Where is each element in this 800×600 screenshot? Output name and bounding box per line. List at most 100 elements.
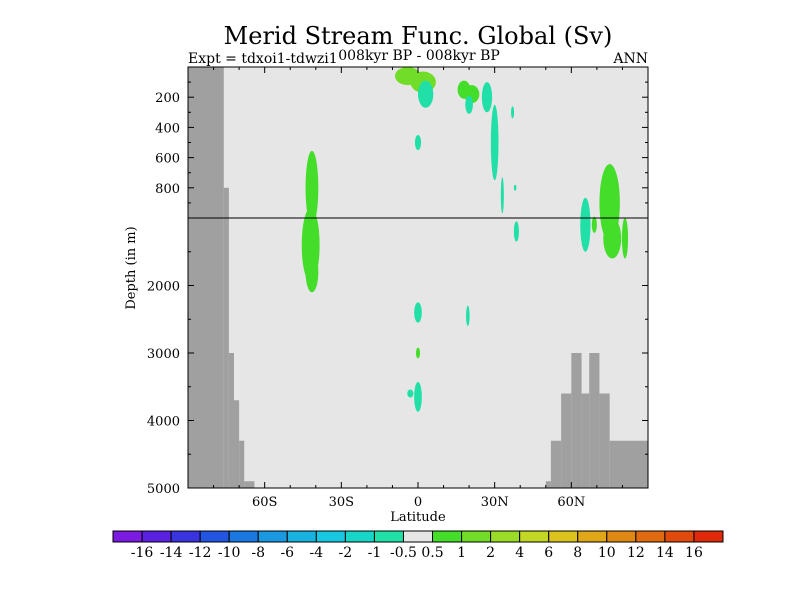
colorbar-swatch [402, 530, 434, 543]
anomaly-patch [395, 67, 421, 86]
anomaly-patch [500, 177, 504, 214]
anomaly-patch [305, 150, 319, 225]
anomaly-patch [466, 305, 470, 326]
anomaly-patch [490, 104, 499, 181]
land-mask [561, 393, 572, 488]
anomaly-patch [407, 389, 414, 398]
colorbar-label: -16 [131, 545, 154, 561]
anomaly-patch [465, 95, 473, 114]
land-mask [223, 187, 229, 489]
anomaly-patch [511, 106, 515, 119]
colorbar-label: -10 [218, 545, 241, 561]
colorbar-swatch [548, 530, 579, 543]
colorbar-label: -6 [280, 545, 294, 561]
y-axis-label: Depth (in m) [124, 226, 139, 309]
anomaly-patch [513, 184, 517, 191]
y-tick-label: 4000 [147, 415, 180, 430]
x-tick-label: 60N [557, 495, 585, 510]
colorbar-swatch [693, 530, 724, 543]
colorbar-swatch [606, 530, 637, 543]
colorbar-swatch [286, 530, 317, 543]
colorbar-swatch [112, 530, 143, 543]
y-tick-label: 400 [155, 121, 180, 136]
experiment-label: Expt = tdxoi1-tdwzi1 [188, 51, 338, 67]
y-tick-label: 3000 [147, 347, 180, 362]
land-mask [228, 353, 234, 488]
land-mask [239, 440, 245, 488]
y-tick-label: 800 [155, 182, 180, 197]
colorbar-label: 10 [598, 545, 616, 561]
colorbar-label: 0.5 [421, 545, 443, 561]
land-mask [599, 393, 610, 488]
anomaly-patch [305, 251, 319, 293]
colorbar-label: -0.5 [390, 545, 417, 561]
colorbar-swatch [141, 530, 172, 543]
colorbar-swatch [461, 530, 492, 543]
land-mask [234, 400, 240, 488]
anomaly-patch [481, 82, 493, 113]
time-range-label: 008kyr BP - 008kyr BP [338, 48, 500, 64]
y-tick-label: 200 [155, 91, 180, 106]
colorbar-label: -14 [160, 545, 183, 561]
colorbar-label: -4 [310, 545, 324, 561]
colorbar-label: -8 [251, 545, 265, 561]
x-tick-label: 30N [481, 495, 509, 510]
colorbar-swatch [257, 530, 288, 543]
colorbar-swatch [373, 530, 404, 543]
y-tick-label: 600 [155, 152, 180, 167]
anomaly-patch [414, 302, 422, 323]
x-axis-label: Latitude [390, 510, 446, 525]
anomaly-patch [418, 80, 434, 108]
colorbar-label: 6 [544, 545, 553, 561]
anomaly-patch [415, 347, 421, 359]
land-mask [188, 67, 224, 488]
land-mask [609, 440, 648, 488]
colorbar-swatch [199, 530, 230, 543]
anomaly-patch [414, 134, 422, 151]
colorbar-label: -2 [339, 545, 353, 561]
colorbar: -16 -14 -12 -10 -8 -6 -4 -2 -1 -0.5 0.5 1 2 4 6 8 10 12 14… [112, 530, 724, 561]
colorbar-label: 14 [656, 545, 674, 561]
x-tick-label: 0 [414, 495, 422, 510]
anomaly-patch [414, 382, 422, 412]
colorbar-label: 2 [486, 545, 495, 561]
colorbar-swatch [344, 530, 375, 543]
season-label: ANN [612, 51, 648, 67]
plot-area [188, 67, 648, 489]
colorbar-swatch [490, 530, 521, 543]
colorbar-label: -1 [368, 545, 382, 561]
anomaly-patch [591, 216, 597, 233]
colorbar-label: 4 [515, 545, 524, 561]
land-mask [589, 353, 600, 488]
colorbar-swatch [635, 530, 666, 543]
chart-title: Merid Stream Func. Global (Sv) [224, 22, 613, 50]
colorbar-label: 8 [573, 545, 582, 561]
land-mask [571, 353, 582, 488]
colorbar-swatch [432, 530, 463, 543]
colorbar-swatch [228, 530, 259, 543]
colorbar-swatch [664, 530, 695, 543]
y-tick-label: 2000 [147, 280, 180, 295]
colorbar-label: 16 [685, 545, 703, 561]
colorbar-swatch [315, 530, 346, 543]
x-tick-label: 30S [329, 495, 354, 510]
land-mask [244, 481, 255, 488]
x-axis: 60S 30S 0 30N 60N [213, 67, 623, 510]
y-axis: 200 400 600 800 2000 3000 4000 5000 [147, 81, 648, 497]
land-mask [581, 393, 590, 488]
colorbar-label: 1 [457, 545, 466, 561]
colorbar-swatch [577, 530, 608, 543]
land-mask [550, 440, 562, 488]
anomaly-patch [513, 221, 519, 242]
x-tick-label: 60S [252, 495, 277, 510]
y-tick-label: 5000 [147, 482, 180, 497]
colorbar-swatch [170, 530, 201, 543]
anomaly-patch [580, 197, 591, 252]
anomaly-patch [603, 218, 622, 259]
colorbar-label: -12 [189, 545, 212, 561]
land-mask [545, 481, 551, 488]
anomaly-patch [621, 218, 629, 259]
colorbar-label: 12 [627, 545, 645, 561]
colorbar-swatch [519, 530, 550, 543]
